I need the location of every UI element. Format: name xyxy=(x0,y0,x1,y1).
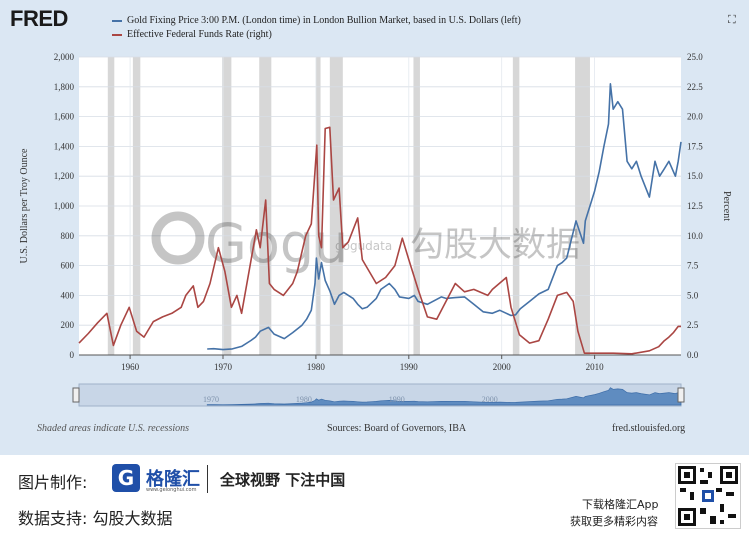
navigator-handle-left[interactable] xyxy=(72,387,80,403)
watermark-logo-small: gogudata xyxy=(335,239,392,253)
y-right-tick-label: 0.0 xyxy=(687,350,699,360)
navigator-tick-label: 1980 xyxy=(296,395,312,404)
x-tick-label: 2010 xyxy=(586,362,605,372)
legend: Gold Fixing Price 3:00 P.M. (London time… xyxy=(112,14,521,42)
y-axis-left-label: U.S. Dollars per Troy Ounce xyxy=(19,148,30,264)
navigator-tick-label: 1990 xyxy=(389,395,405,404)
site-link[interactable]: fred.stlouisfed.org xyxy=(612,423,686,434)
y-left-tick-label: 400 xyxy=(61,290,75,300)
app-download-text: 下载格隆汇App xyxy=(582,498,659,511)
series-gold-line xyxy=(207,83,682,351)
y-left-tick-label: 1,400 xyxy=(54,141,75,151)
navigator-tick-label: 1970 xyxy=(203,395,219,404)
legend-label-gold: Gold Fixing Price 3:00 P.M. (London time… xyxy=(127,15,521,26)
fred-logo[interactable]: FRED xyxy=(10,6,68,31)
watermark-cn-text: 勾股大数据 xyxy=(410,225,580,265)
legend-item-fedfunds: Effective Federal Funds Rate (right) xyxy=(112,28,521,42)
data-support: 数据支持: 勾股大数据 xyxy=(18,509,173,528)
legend-label-fedfunds: Effective Federal Funds Rate (right) xyxy=(127,29,272,40)
promo-banner: 图片制作: G 格隆汇 www.gelonghui.com 全球视野 下注中国 … xyxy=(0,455,749,535)
source-note: Sources: Board of Governors, IBA xyxy=(327,423,467,434)
x-tick-label: 2000 xyxy=(493,362,512,372)
watermark-logo-icon xyxy=(151,211,205,265)
y-left-tick-label: 800 xyxy=(61,231,75,241)
y-left-tick-label: 1,200 xyxy=(54,171,75,181)
y-left-tick-label: 1,800 xyxy=(54,82,75,92)
made-by-label: 图片制作: xyxy=(18,473,88,492)
divider xyxy=(207,465,208,493)
y-left-tick-label: 200 xyxy=(61,320,75,330)
brand-name: 格隆汇 xyxy=(146,469,200,490)
qr-code-icon[interactable] xyxy=(675,463,741,529)
range-navigator[interactable]: 1970 1980 1990 2000 xyxy=(72,383,685,407)
gelonghui-logo-icon: G xyxy=(112,464,140,492)
x-tick-label: 1980 xyxy=(307,362,326,372)
y-right-tick-label: 2.5 xyxy=(687,320,699,330)
navigator-series xyxy=(206,387,682,406)
y-right-tick-label: 5.0 xyxy=(687,290,699,300)
x-tick-label: 1960 xyxy=(121,362,140,372)
series-fedfunds-line xyxy=(78,126,681,355)
y-right-tick-label: 25.0 xyxy=(687,52,703,62)
navigator-tick-label: 2000 xyxy=(482,395,498,404)
app-promo-text: 获取更多精彩内容 xyxy=(570,515,658,528)
legend-swatch-fedfunds xyxy=(112,34,122,36)
slogan: 全球视野 下注中国 xyxy=(220,471,346,489)
expand-icon[interactable]: ⛶ xyxy=(728,13,736,26)
legend-swatch-gold xyxy=(112,20,122,22)
y-right-tick-label: 15.0 xyxy=(687,171,703,181)
y-right-tick-label: 7.5 xyxy=(687,261,699,271)
y-left-tick-label: 0 xyxy=(70,350,75,360)
brand-url: www.gelonghui.com xyxy=(146,487,197,493)
navigator-handle-right[interactable] xyxy=(677,387,685,403)
y-left-tick-label: 2,000 xyxy=(54,52,75,62)
y-right-tick-label: 17.5 xyxy=(687,141,703,151)
y-left-tick-label: 600 xyxy=(61,261,75,271)
y-right-tick-label: 12.5 xyxy=(687,201,703,211)
y-right-tick-label: 20.0 xyxy=(687,112,703,122)
chart-svg: 0 200 400 600 800 1,000 1,200 1,400 1,600 1,800 2,… xyxy=(19,52,732,407)
legend-item-gold: Gold Fixing Price 3:00 P.M. (London time… xyxy=(112,14,521,28)
x-tick-label: 1990 xyxy=(400,362,419,372)
watermark-logo: Gogu xyxy=(205,212,348,275)
y-axis-right-label: Percent xyxy=(721,191,732,221)
y-left-tick-label: 1,600 xyxy=(54,112,75,122)
x-tick-label: 1970 xyxy=(214,362,233,372)
y-right-tick-label: 10.0 xyxy=(687,231,703,241)
y-right-tick-label: 22.5 xyxy=(687,82,703,92)
y-left-tick-label: 1,000 xyxy=(54,201,75,211)
recession-note: Shaded areas indicate U.S. recessions xyxy=(37,423,190,434)
